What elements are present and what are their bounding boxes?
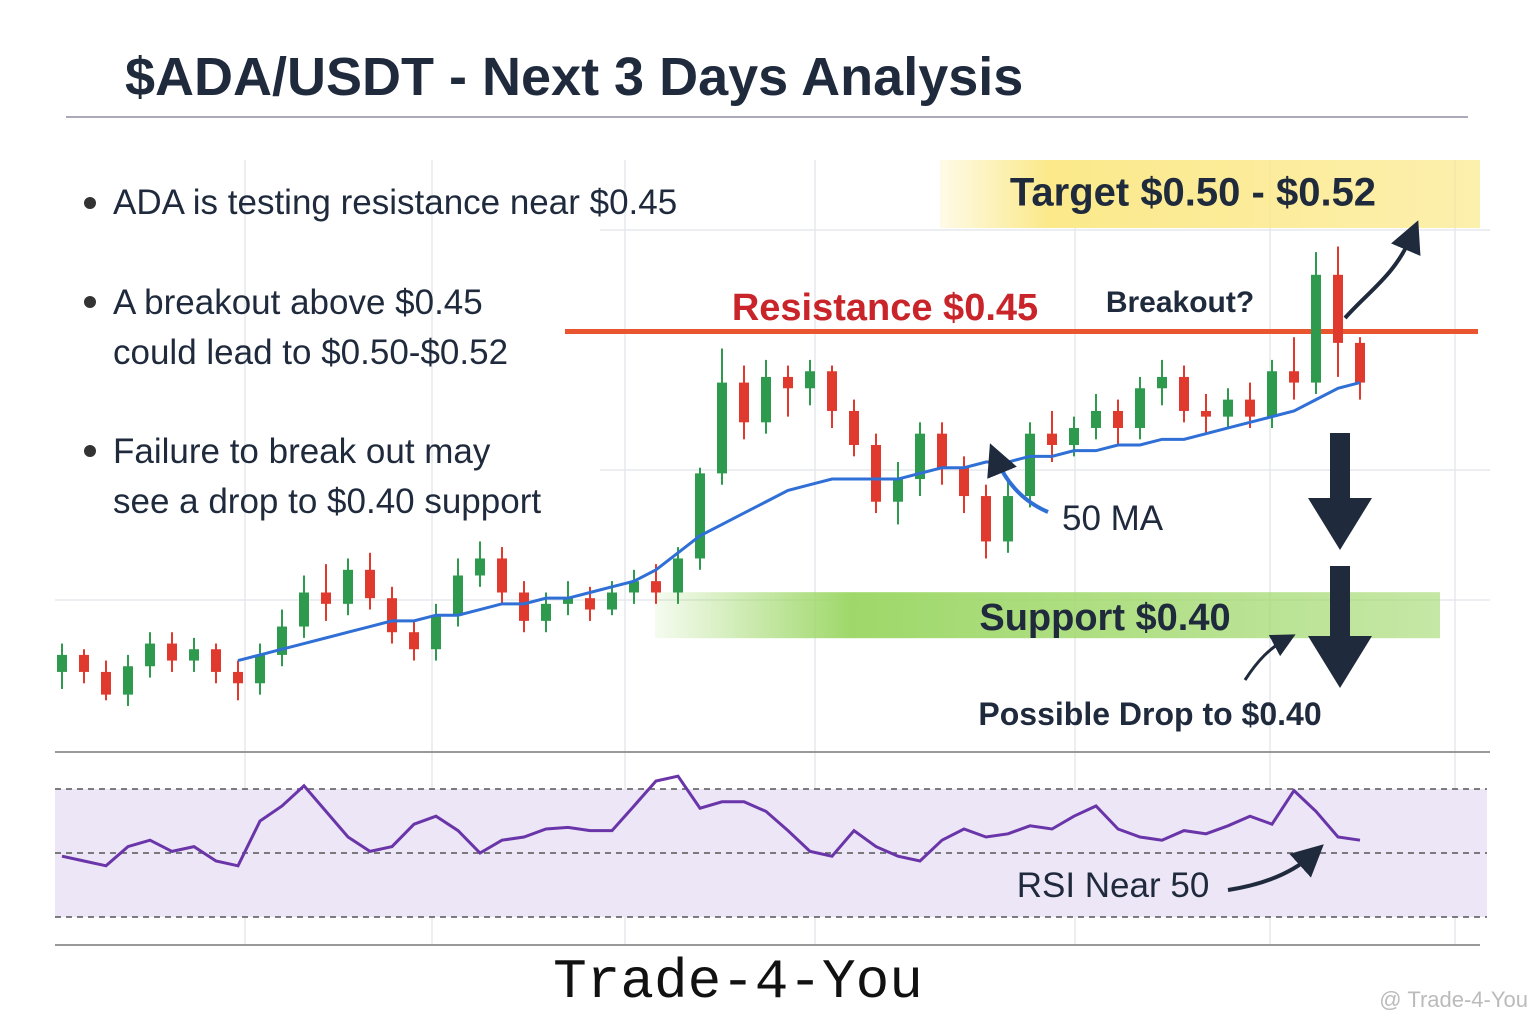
target-arrow xyxy=(1343,220,1421,320)
bullet-dot xyxy=(84,296,96,308)
candle-body xyxy=(805,371,815,389)
candle-body xyxy=(233,671,243,684)
candle-body xyxy=(167,643,177,661)
candle-body xyxy=(893,479,903,502)
candle-body xyxy=(1289,371,1299,383)
support-band xyxy=(655,592,1440,639)
rsi-pointer xyxy=(1227,844,1324,892)
candle-body xyxy=(585,598,595,610)
drop-label: Possible Drop to $0.40 xyxy=(978,696,1321,732)
candle-body xyxy=(981,496,991,542)
price-panel xyxy=(57,246,1478,706)
candle-body xyxy=(255,654,265,684)
candle-body xyxy=(1091,410,1101,428)
candle-body xyxy=(651,581,661,593)
bullet-text: see a drop to $0.40 support xyxy=(113,482,541,521)
bullet-text: ADA is testing resistance near $0.45 xyxy=(113,183,677,222)
rsi-line xyxy=(61,774,1361,868)
candle-body xyxy=(431,615,441,650)
candle-body xyxy=(629,581,639,593)
ma-pointer xyxy=(987,443,1049,514)
candle-body xyxy=(365,569,375,599)
candle-body xyxy=(519,592,529,621)
candle-body xyxy=(1355,342,1365,383)
candle-body xyxy=(915,433,925,480)
candle-body xyxy=(717,382,727,474)
candle-body xyxy=(211,649,221,672)
footer: Trade-4-You xyxy=(553,950,923,1014)
candle-body xyxy=(563,598,573,604)
breakout-label: Breakout? xyxy=(1106,286,1254,319)
candle-body xyxy=(695,473,705,559)
candle-body xyxy=(453,575,463,616)
down-arrow xyxy=(1308,566,1372,688)
candle-body xyxy=(101,671,111,695)
bullet-dot xyxy=(84,445,96,457)
candle-body xyxy=(409,632,419,650)
candle-body xyxy=(387,598,397,633)
resistance-label: Resistance $0.45 xyxy=(732,287,1038,329)
candle-body xyxy=(1179,376,1189,411)
candle-body xyxy=(849,410,859,445)
bullet-text: A breakout above $0.45 xyxy=(113,283,483,322)
candle-body xyxy=(1267,371,1277,417)
support-label: Support $0.40 xyxy=(979,597,1230,639)
candle-body xyxy=(1201,410,1211,417)
candle-body xyxy=(1069,427,1079,445)
candle-body xyxy=(1311,274,1321,383)
moving-average xyxy=(237,381,1361,663)
candle-body xyxy=(1245,399,1255,417)
candle-body xyxy=(783,376,793,389)
candle-body xyxy=(541,603,551,621)
candle-body xyxy=(871,445,881,502)
support-pointer xyxy=(1243,634,1296,681)
bullet-dot xyxy=(84,197,96,209)
bullet-text: could lead to $0.50-$0.52 xyxy=(113,333,508,372)
candle-body xyxy=(1223,399,1233,417)
candle-body xyxy=(79,654,89,672)
candle-body xyxy=(761,376,771,423)
candle-body xyxy=(145,643,155,667)
candle-body xyxy=(57,654,67,672)
down-arrow xyxy=(1308,433,1372,550)
rsi-panel xyxy=(55,774,1487,918)
candle-body xyxy=(739,382,749,423)
target-label: Target $0.50 - $0.52 xyxy=(1010,171,1376,215)
candle-body xyxy=(1003,496,1013,542)
candle-body xyxy=(1135,388,1145,428)
candle-body xyxy=(123,666,133,695)
ma-label: 50 MA xyxy=(1062,499,1164,538)
title: $ADA/USDT - Next 3 Days Analysis xyxy=(125,47,1023,107)
candle-body xyxy=(299,592,309,627)
candle-body xyxy=(937,433,947,468)
candle-body xyxy=(189,649,199,661)
candle-body xyxy=(321,592,331,604)
candle-body xyxy=(1157,376,1167,389)
bullet-text: Failure to break out may xyxy=(113,432,491,471)
candle-body xyxy=(673,558,683,593)
candle-body xyxy=(277,626,287,655)
candle-body xyxy=(827,371,837,411)
target-highlight xyxy=(940,160,1480,228)
candle-body xyxy=(475,558,485,576)
candle-body xyxy=(1333,274,1343,343)
candle-body xyxy=(607,592,617,610)
candle-body xyxy=(1113,410,1123,428)
candle-body xyxy=(497,558,507,593)
candle-body xyxy=(959,467,969,497)
rsi-label: RSI Near 50 xyxy=(1017,866,1210,905)
candle-body xyxy=(1047,433,1057,445)
candle-body xyxy=(343,569,353,604)
watermark: @ Trade-4-You xyxy=(1379,987,1528,1012)
candle-body xyxy=(1025,433,1035,497)
